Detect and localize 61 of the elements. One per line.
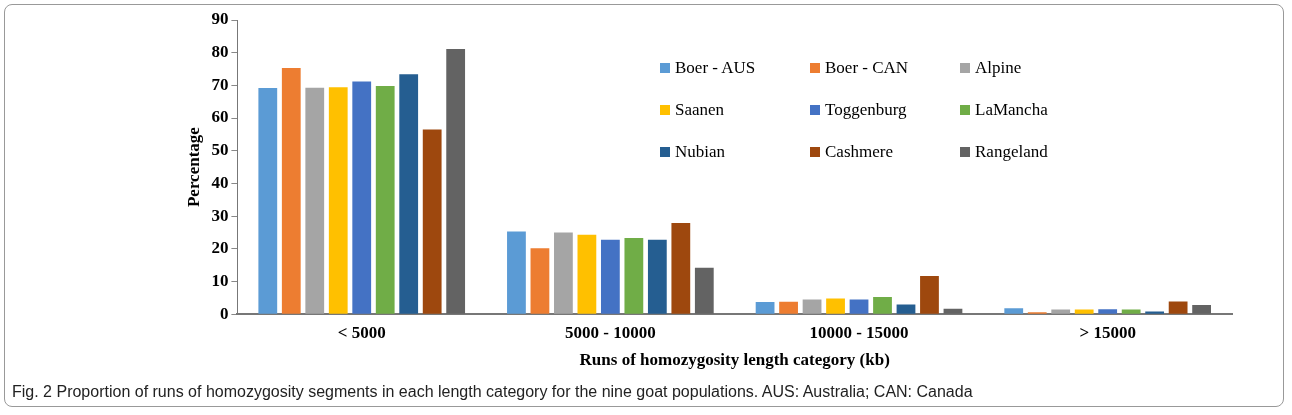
bar <box>896 304 916 314</box>
bar <box>399 74 419 314</box>
legend-label: Rangeland <box>975 142 1048 162</box>
legend-label: Boer - AUS <box>675 58 756 78</box>
bar <box>1192 305 1211 314</box>
y-tick-label: 40 <box>211 172 229 192</box>
x-tick-label: > 15000 <box>1079 322 1136 342</box>
bar <box>647 239 667 314</box>
bar <box>1098 309 1118 314</box>
bar <box>943 308 963 314</box>
legend-label: Saanen <box>675 100 725 120</box>
bar <box>671 223 691 314</box>
y-tick-label: 0 <box>219 303 229 323</box>
bar <box>755 302 775 314</box>
bar <box>873 296 892 314</box>
bar <box>530 248 550 314</box>
x-axis-title: Runs of homozygosity length category (kb) <box>579 350 890 370</box>
legend-label: Nubian <box>675 142 726 162</box>
legend-label: Toggenburg <box>825 100 907 120</box>
bar <box>1004 308 1024 314</box>
y-tick-label: 20 <box>211 238 229 258</box>
y-tick-label: 10 <box>211 270 229 290</box>
bar <box>779 301 798 314</box>
y-tick-label: 90 <box>211 9 229 29</box>
bar <box>258 87 278 314</box>
bar <box>624 238 644 314</box>
bar <box>826 298 845 314</box>
bar <box>422 129 442 314</box>
y-tick-label: 60 <box>211 107 229 127</box>
y-tick-label: 50 <box>211 140 229 160</box>
bar <box>802 299 822 314</box>
bar <box>1121 309 1141 314</box>
legend-label: Cashmere <box>825 142 893 162</box>
bar <box>281 68 301 314</box>
bar <box>328 87 348 314</box>
bar <box>849 299 869 314</box>
caption: Fig. 2 Proportion of runs of homozygosity segments in each length category for the nine goat populations. AUS: Australia; CAN: Canada <box>12 383 973 401</box>
bar <box>600 239 620 314</box>
bar <box>375 86 395 314</box>
bar <box>554 232 573 314</box>
bar <box>352 81 372 314</box>
y-tick-label: 30 <box>211 205 229 225</box>
legend-label: Boer - CAN <box>825 58 909 78</box>
legend-label: Alpine <box>975 58 1022 78</box>
y-tick-label: 80 <box>211 42 229 62</box>
x-tick-label: 5000 - 10000 <box>565 322 656 342</box>
y-tick-label: 70 <box>211 74 229 94</box>
x-tick-label: 10000 - 15000 <box>809 322 909 342</box>
bar <box>920 275 939 314</box>
bar <box>507 231 526 314</box>
bar <box>577 234 597 314</box>
bar <box>305 87 325 314</box>
bar <box>1168 301 1188 314</box>
y-axis-title: Percentage <box>183 126 203 208</box>
bar <box>1074 309 1094 314</box>
bar <box>1145 311 1165 314</box>
bar <box>1051 309 1071 314</box>
bar <box>446 49 466 314</box>
legend-label: LaMancha <box>975 100 1048 120</box>
x-tick-label: < 5000 <box>337 322 386 342</box>
bar <box>694 267 714 314</box>
